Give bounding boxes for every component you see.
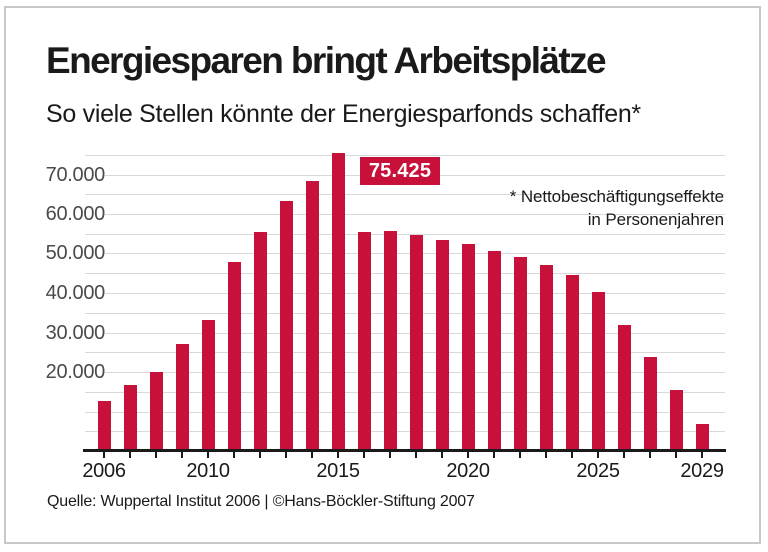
bar-2026 — [617, 325, 631, 451]
bar-2025 — [591, 291, 605, 451]
footnote-line-1: * Nettobeschäftigungseffekte — [509, 187, 724, 206]
x-tick-2010 — [207, 452, 209, 458]
x-tick-2008 — [155, 452, 157, 458]
x-axis-line — [83, 449, 726, 452]
bar-2013 — [279, 201, 293, 451]
x-tick-2017 — [389, 452, 391, 458]
x-tick-2019 — [441, 452, 443, 458]
x-axis-label-2010: 2010 — [186, 460, 230, 482]
bar-2010 — [201, 320, 215, 451]
bar-2009 — [175, 344, 189, 452]
bar-2024 — [565, 274, 579, 451]
bar-2018 — [409, 235, 423, 451]
x-tick-2011 — [233, 452, 235, 458]
x-axis-label-2006: 2006 — [82, 460, 126, 482]
peak-value-callout: 75.425 — [360, 157, 440, 185]
x-tick-2025 — [597, 452, 599, 458]
gridline-65000 — [85, 194, 725, 195]
bar-2022 — [513, 257, 527, 451]
gridline-10000 — [85, 412, 725, 413]
page-subtitle: So viele Stellen könnte der Energiesparf… — [46, 100, 641, 128]
bar-2016 — [357, 232, 371, 451]
gridline-30000 — [85, 333, 725, 334]
x-tick-2016 — [363, 452, 365, 458]
x-tick-2024 — [571, 452, 573, 458]
bar-2021 — [487, 251, 501, 451]
peak-value-label: 75.425 — [368, 160, 432, 182]
x-tick-2026 — [623, 452, 625, 458]
x-tick-2014 — [311, 452, 313, 458]
gridline-55000 — [85, 234, 725, 235]
x-tick-2015 — [337, 452, 339, 458]
y-axis-label-20000: 20.000 — [20, 362, 105, 383]
bar-2017 — [383, 231, 397, 451]
y-axis-label-50000: 50.000 — [20, 243, 105, 264]
source-credit: Quelle: Wuppertal Institut 2006 | ©Hans-… — [47, 493, 475, 510]
bar-2011 — [227, 262, 241, 451]
gridline-50000 — [85, 253, 725, 254]
gridline-45000 — [85, 273, 725, 274]
bar-2012 — [253, 232, 267, 451]
gridline-25000 — [85, 352, 725, 353]
y-axis-label-40000: 40.000 — [20, 283, 105, 304]
x-tick-2009 — [181, 452, 183, 458]
x-tick-2013 — [285, 452, 287, 458]
y-axis-label-60000: 60.000 — [20, 204, 105, 225]
x-axis-label-2025: 2025 — [576, 460, 620, 482]
gridline-60000 — [85, 214, 725, 215]
gridline-5000 — [85, 431, 725, 432]
bar-2028 — [669, 390, 683, 451]
y-axis-label-30000: 30.000 — [20, 323, 105, 344]
bar-2015 — [331, 153, 345, 451]
gridline-40000 — [85, 293, 725, 294]
bar-2029 — [695, 423, 709, 451]
x-tick-2027 — [649, 452, 651, 458]
x-axis-label-2029: 2029 — [680, 460, 724, 482]
x-tick-2029 — [701, 452, 703, 458]
page-title: Energiesparen bringt Arbeitsplätze — [46, 40, 607, 81]
gridline-35000 — [85, 313, 725, 314]
x-axis-label-2020: 2020 — [446, 460, 490, 482]
bar-2023 — [539, 264, 553, 451]
bar-2019 — [435, 240, 449, 451]
gridline-20000 — [85, 372, 725, 373]
x-tick-2020 — [467, 452, 469, 458]
y-axis-label-70000: 70.000 — [20, 165, 105, 186]
footnote-annotation: * Nettobeschäftigungseffekte in Personen… — [510, 186, 724, 232]
footnote-line-2: in Personenjahren — [587, 209, 724, 229]
gridline-75000 — [85, 155, 725, 156]
bar-2007 — [123, 385, 137, 451]
x-tick-2006 — [103, 452, 105, 458]
bar-2008 — [149, 371, 163, 451]
x-tick-2007 — [129, 452, 131, 458]
x-tick-2028 — [675, 452, 677, 458]
bar-2014 — [305, 180, 319, 451]
x-tick-2021 — [493, 452, 495, 458]
x-tick-2022 — [519, 452, 521, 458]
x-axis-label-2015: 2015 — [316, 460, 360, 482]
bar-2027 — [643, 357, 657, 451]
x-tick-2018 — [415, 452, 417, 458]
x-tick-2023 — [545, 452, 547, 458]
x-tick-2012 — [259, 452, 261, 458]
gridline-15000 — [85, 392, 725, 393]
bar-2006 — [97, 400, 111, 451]
bar-2020 — [461, 244, 475, 451]
